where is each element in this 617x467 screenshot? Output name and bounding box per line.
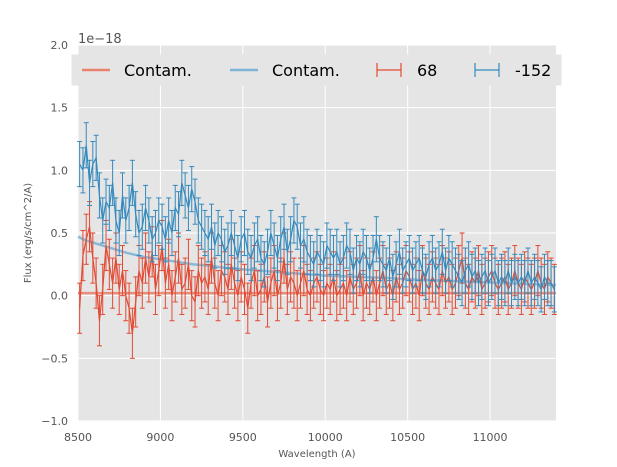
data-series xyxy=(77,122,557,359)
y-tick-label: 2.0 xyxy=(51,39,69,52)
x-tick-label: 9500 xyxy=(229,431,257,444)
x-tick-label: 10500 xyxy=(390,431,425,444)
legend-label: -152 xyxy=(515,61,551,80)
y-axis-label: Flux (erg/s/cm^2/A) xyxy=(23,183,34,283)
ticks: 8500 9000 9500 10000 10500 11000 −1.0 −0.5 0.0 0.… xyxy=(41,39,507,444)
legend-label: 68 xyxy=(417,61,437,80)
y-tick-label: 1.5 xyxy=(51,102,69,115)
y-offset-label: 1e−18 xyxy=(78,32,122,47)
x-tick-label: 10000 xyxy=(308,431,343,444)
legend: Contam. Contam. 68 -152 xyxy=(71,54,562,86)
y-tick-label: −0.5 xyxy=(41,352,68,365)
x-tick-label: 11000 xyxy=(473,431,508,444)
y-tick-label: 1.0 xyxy=(51,164,69,177)
series-3 xyxy=(77,122,557,313)
legend-label: Contam. xyxy=(272,61,340,80)
x-tick-label: 8500 xyxy=(64,431,92,444)
legend-label: Contam. xyxy=(124,61,192,80)
y-tick-label: 0.5 xyxy=(51,227,69,240)
x-axis-label: Wavelength (A) xyxy=(278,449,355,460)
x-tick-label: 9000 xyxy=(146,431,174,444)
y-tick-label: 0.0 xyxy=(51,290,69,303)
y-tick-label: −1.0 xyxy=(41,415,68,428)
